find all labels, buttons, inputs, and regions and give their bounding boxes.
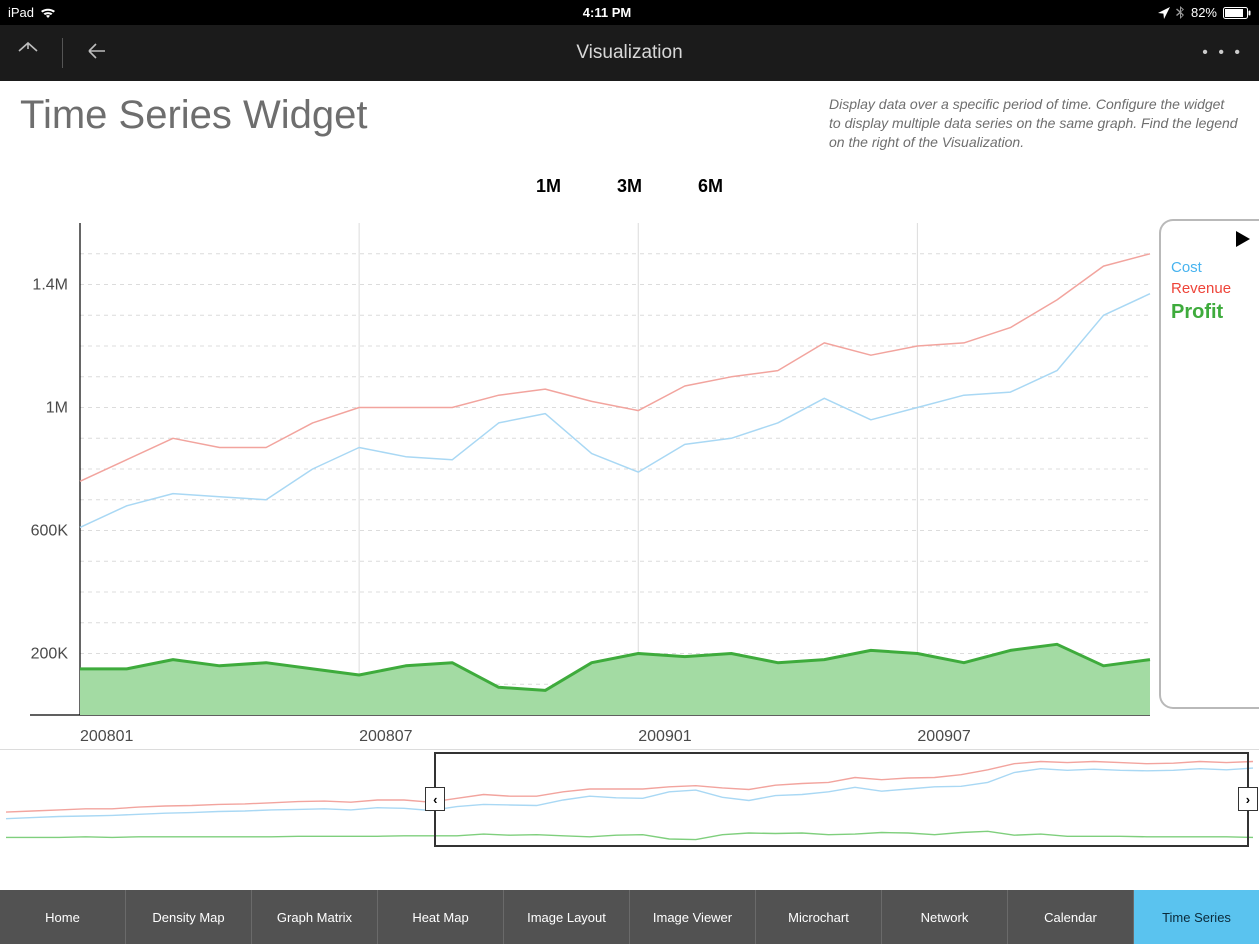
overview-handle-right[interactable]: › bbox=[1238, 787, 1258, 811]
legend-item-revenue[interactable]: Revenue bbox=[1171, 280, 1253, 297]
tab-microchart[interactable]: Microchart bbox=[756, 890, 882, 944]
device-label: iPad bbox=[8, 5, 34, 20]
home-icon[interactable] bbox=[16, 39, 40, 68]
back-icon[interactable] bbox=[85, 39, 109, 68]
svg-text:600K: 600K bbox=[31, 522, 69, 539]
nav-separator bbox=[62, 38, 63, 68]
play-button[interactable] bbox=[1171, 229, 1253, 249]
svg-text:1.4M: 1.4M bbox=[32, 276, 68, 293]
clock: 4:11 PM bbox=[56, 5, 1158, 20]
bluetooth-icon bbox=[1176, 6, 1185, 20]
tab-time-series[interactable]: Time Series bbox=[1134, 890, 1259, 944]
status-bar: iPad 4:11 PM 82% bbox=[0, 0, 1259, 25]
svg-text:200K: 200K bbox=[31, 645, 69, 662]
location-icon bbox=[1158, 7, 1170, 19]
tab-network[interactable]: Network bbox=[882, 890, 1008, 944]
svg-text:1M: 1M bbox=[46, 399, 68, 416]
nav-title: Visualization bbox=[0, 42, 1259, 64]
more-icon[interactable]: • • • bbox=[1202, 44, 1243, 62]
range-button-3m[interactable]: 3M bbox=[617, 176, 642, 196]
overview-window[interactable]: ‹ › bbox=[434, 752, 1249, 847]
content-area: Time Series Widget Display data over a s… bbox=[0, 81, 1259, 890]
overview-handle-left[interactable]: ‹ bbox=[425, 787, 445, 811]
range-button-6m[interactable]: 6M bbox=[698, 176, 723, 196]
tab-density-map[interactable]: Density Map bbox=[126, 890, 252, 944]
svg-text:200901: 200901 bbox=[638, 728, 691, 743]
legend-item-profit[interactable]: Profit bbox=[1171, 301, 1253, 324]
battery-icon bbox=[1223, 7, 1251, 19]
svg-text:200907: 200907 bbox=[917, 728, 970, 743]
legend-item-cost[interactable]: Cost bbox=[1171, 259, 1253, 276]
svg-text:200807: 200807 bbox=[359, 728, 412, 743]
range-button-1m[interactable]: 1M bbox=[536, 176, 561, 196]
page-description: Display data over a specific period of t… bbox=[829, 87, 1239, 152]
tab-heat-map[interactable]: Heat Map bbox=[378, 890, 504, 944]
main-chart[interactable]: 200K 600K 1M 1.4M 200801 200807 200901 200907 C… bbox=[0, 203, 1259, 743]
svg-text:200801: 200801 bbox=[80, 728, 133, 743]
range-selector: 1M 3M 6M bbox=[0, 176, 1259, 197]
tab-home[interactable]: Home bbox=[0, 890, 126, 944]
chart-svg: 200K 600K 1M 1.4M 200801 200807 200901 200907 bbox=[0, 203, 1155, 743]
tab-graph-matrix[interactable]: Graph Matrix bbox=[252, 890, 378, 944]
page-title: Time Series Widget bbox=[20, 93, 368, 138]
battery-pct: 82% bbox=[1191, 5, 1217, 20]
tab-image-viewer[interactable]: Image Viewer bbox=[630, 890, 756, 944]
tab-image-layout[interactable]: Image Layout bbox=[504, 890, 630, 944]
nav-bar: Visualization • • • bbox=[0, 25, 1259, 81]
tab-bar: HomeDensity MapGraph MatrixHeat MapImage… bbox=[0, 890, 1259, 944]
legend-panel: Cost Revenue Profit bbox=[1159, 219, 1259, 709]
wifi-icon bbox=[40, 7, 56, 19]
tab-calendar[interactable]: Calendar bbox=[1008, 890, 1134, 944]
overview-strip[interactable]: ‹ › bbox=[0, 749, 1259, 849]
